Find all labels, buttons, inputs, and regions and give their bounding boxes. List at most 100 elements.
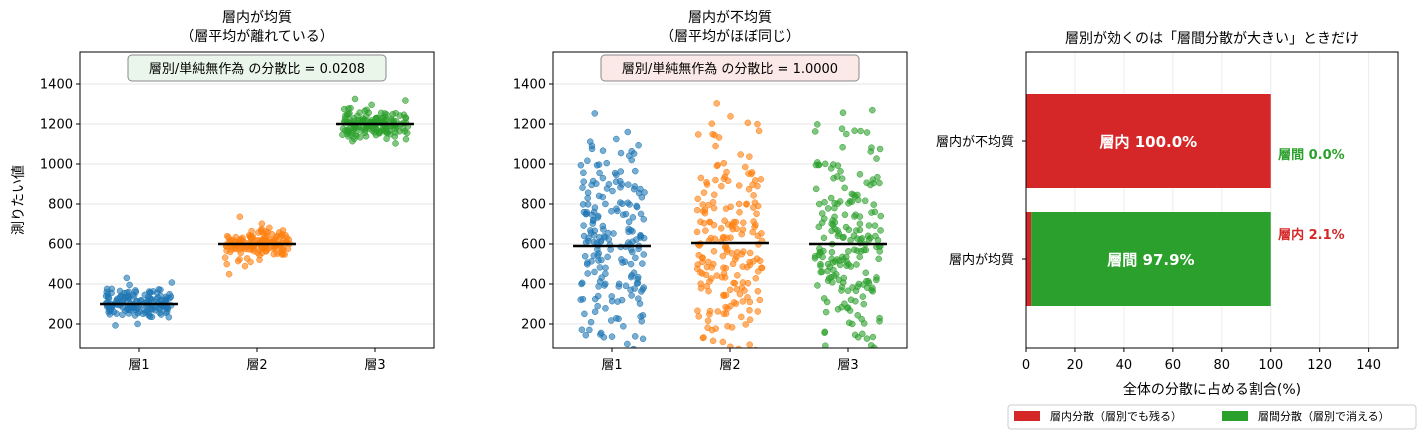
data-point [247,258,254,266]
data-point [599,147,607,154]
data-point [750,192,757,199]
y-tick-label: 800 [48,198,73,213]
data-point [756,296,764,304]
data-point [724,322,731,330]
data-point [639,335,647,343]
data-point [274,250,281,257]
data-point [587,227,594,234]
data-point [702,227,709,234]
data-point [708,264,715,271]
data-point [619,259,626,266]
data-point [754,202,762,210]
data-point [729,260,737,268]
data-point [402,97,409,104]
data-point [221,254,229,261]
data-point [697,280,704,287]
data-point [814,121,821,128]
data-point [721,217,728,224]
data-point [722,205,730,212]
data-point [871,222,879,229]
y-axis-label: 測りたい値 [11,165,27,235]
data-point [877,212,885,220]
bar-value-label: 層間 97.9% [1107,251,1194,269]
data-point [824,267,831,275]
data-point [153,289,161,297]
data-point [725,376,731,382]
bar-segment [1031,212,1271,306]
data-point [582,331,590,339]
data-point [811,128,819,135]
data-point [709,337,717,345]
data-point [372,125,379,132]
data-point [744,294,751,301]
data-point [876,145,884,153]
data-point [365,125,373,132]
data-point [833,271,840,278]
data-point [282,231,289,239]
data-point [602,280,609,288]
data-point [592,295,599,303]
data-point [579,184,586,191]
data-point [746,341,753,348]
data-point [827,194,835,202]
data-point [602,200,609,208]
data-point [707,275,715,282]
y-tick-label: 層内が不均質 [936,134,1014,150]
bar-value-label: 層内 100.0% [1100,133,1198,151]
data-point [608,297,616,305]
data-point [758,230,765,237]
data-point [271,244,278,251]
data-point [811,252,819,260]
data-point [719,252,727,260]
data-point [372,131,380,139]
data-point [402,135,410,143]
data-point [700,334,707,341]
data-point [122,307,129,314]
annotation-box [600,54,860,82]
y-tick-label: 600 [48,238,73,253]
data-point [268,231,276,238]
data-point [749,228,756,236]
data-point [745,185,753,193]
data-point [105,295,113,302]
data-point [847,296,855,304]
data-point [720,175,728,182]
data-point [854,312,861,319]
data-point [840,256,847,263]
data-point [403,129,411,137]
data-point [627,388,633,394]
data-point [581,252,589,260]
data-point [368,101,375,109]
data-point [753,210,760,218]
data-point [744,119,752,127]
data-point [719,338,727,346]
data-point [578,326,586,333]
data-point [624,340,631,348]
data-point [694,307,701,315]
data-point [694,131,702,138]
data-point [124,296,132,303]
data-point [714,308,722,315]
data-point [862,269,870,277]
data-point [602,305,609,312]
y-tick-label: 1400 [40,78,73,93]
data-point [839,109,847,116]
data-point [873,276,880,284]
data-point [619,200,626,207]
data-point [720,159,728,167]
data-point [835,276,843,284]
data-point [236,213,244,221]
data-point [694,195,702,203]
data-point [112,322,119,329]
data-point [710,191,718,198]
plot-frame [1025,51,1399,349]
data-point [697,218,704,226]
data-point [638,318,645,325]
data-point [258,220,266,227]
bar-segment [1026,94,1271,188]
legend-swatch [1014,411,1040,421]
data-point [119,293,126,300]
data-point [865,236,873,243]
data-point [607,317,615,324]
x-tick-label: 層2 [719,358,740,373]
